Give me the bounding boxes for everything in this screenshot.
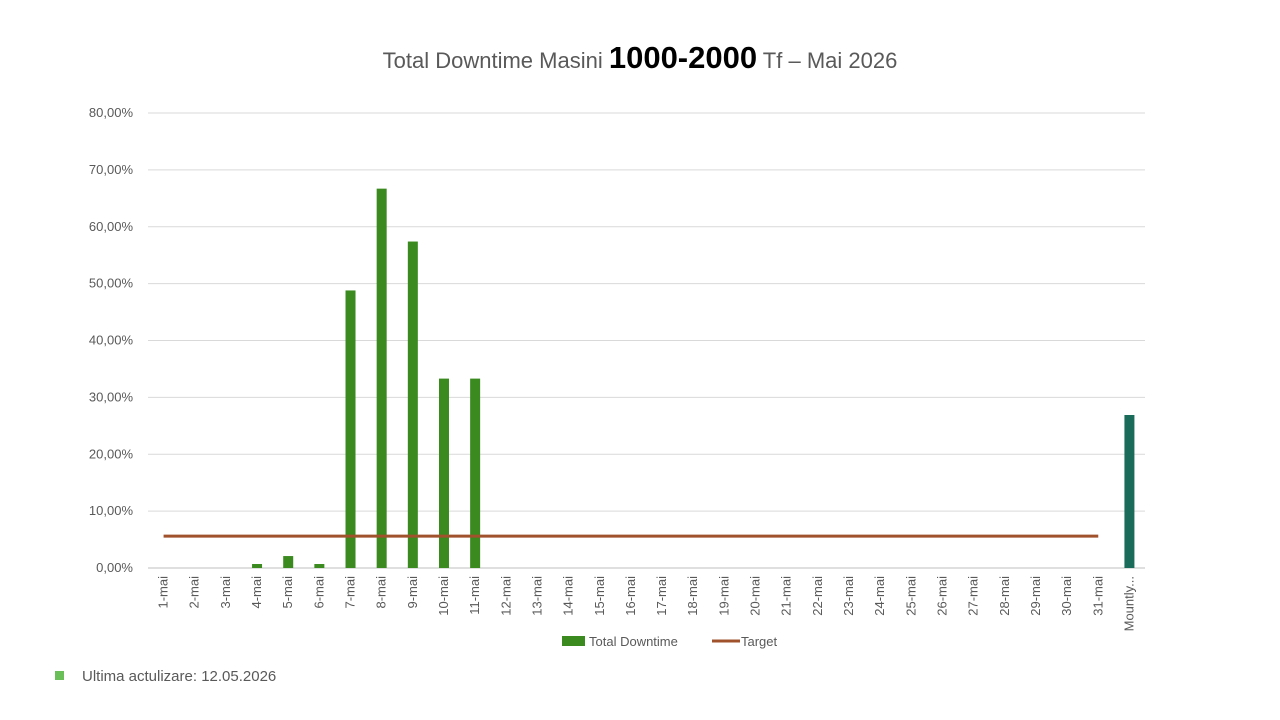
x-tick-label: 1-mai bbox=[156, 576, 171, 609]
chart-title: Total Downtime Masini 1000-2000 Tf – Mai… bbox=[0, 40, 1280, 76]
x-tick-label: 9-mai bbox=[405, 576, 420, 609]
y-tick-label: 60,00% bbox=[89, 219, 134, 234]
y-tick-label: 50,00% bbox=[89, 276, 134, 291]
x-tick-label: 25-mai bbox=[903, 576, 918, 616]
gridlines bbox=[148, 112, 1145, 569]
legend-swatch-total-downtime bbox=[562, 636, 585, 646]
bar bbox=[376, 188, 387, 569]
x-tick-label: 21-mai bbox=[779, 576, 794, 616]
x-tick-label: 30-mai bbox=[1059, 576, 1074, 616]
y-tick-label: 10,00% bbox=[89, 503, 134, 518]
x-tick-label: 31-mai bbox=[1090, 576, 1105, 616]
y-tick-label: 40,00% bbox=[89, 333, 134, 348]
x-tick-label: 29-mai bbox=[1028, 576, 1043, 616]
title-part-3: Tf – Mai 2026 bbox=[757, 48, 898, 73]
x-tick-label: 27-mai bbox=[966, 576, 981, 616]
legend: Total Downtime Target bbox=[562, 634, 778, 649]
bar bbox=[345, 290, 356, 568]
x-tick-label: 24-mai bbox=[872, 576, 887, 616]
x-tick-label: 10-mai bbox=[436, 576, 451, 616]
x-tick-label: 2-mai bbox=[187, 576, 202, 609]
x-tick-label: 14-mai bbox=[561, 576, 576, 616]
downtime-chart: 0,00% 10,00% 20,00% 30,00% 40,00% 50,00% 60,00… bbox=[89, 105, 1145, 649]
x-tick-label: 23-mai bbox=[841, 576, 856, 616]
bar bbox=[1124, 415, 1135, 568]
y-axis: 0,00% 10,00% 20,00% 30,00% 40,00% 50,00% 60,00… bbox=[89, 105, 134, 575]
bar bbox=[252, 564, 263, 568]
x-tick-label: 19-mai bbox=[716, 576, 731, 616]
bar bbox=[407, 241, 418, 568]
bar-series bbox=[252, 188, 1135, 569]
x-tick-label: 18-mai bbox=[685, 576, 700, 616]
y-tick-label: 0,00% bbox=[96, 560, 133, 575]
x-tick-label: 4-mai bbox=[249, 576, 264, 609]
x-tick-label: 11-mai bbox=[467, 576, 482, 615]
x-tick-label: 15-mai bbox=[592, 576, 607, 616]
y-tick-label: 70,00% bbox=[89, 162, 134, 177]
bar bbox=[283, 556, 294, 568]
bar bbox=[470, 378, 481, 568]
x-tick-label: 7-mai bbox=[343, 576, 358, 609]
y-tick-label: 80,00% bbox=[89, 105, 134, 120]
footer-bullet bbox=[55, 671, 64, 680]
footer-text: Ultima actulizare: 12.05.2026 bbox=[82, 668, 277, 685]
x-tick-label: 20-mai bbox=[748, 576, 763, 616]
footer-note: Ultima actulizare: 12.05.2026 bbox=[55, 668, 276, 685]
x-tick-label: Mountly... bbox=[1121, 576, 1136, 631]
x-tick-label: 17-mai bbox=[654, 576, 669, 616]
legend-label-total-downtime: Total Downtime bbox=[589, 634, 678, 649]
x-tick-label: 16-mai bbox=[623, 576, 638, 616]
bar bbox=[438, 378, 449, 568]
title-part-2: 1000-2000 bbox=[608, 40, 758, 75]
bar bbox=[314, 564, 325, 568]
y-tick-label: 30,00% bbox=[89, 389, 134, 404]
x-tick-label: 6-mai bbox=[311, 576, 326, 609]
title-part-1: Total Downtime Masini bbox=[382, 48, 609, 73]
x-tick-label: 5-mai bbox=[280, 576, 295, 609]
x-tick-label: 8-mai bbox=[374, 576, 389, 609]
x-tick-label: 28-mai bbox=[997, 576, 1012, 616]
x-tick-label: 13-mai bbox=[529, 576, 544, 616]
x-tick-label: 12-mai bbox=[498, 576, 513, 616]
x-tick-label: 26-mai bbox=[934, 576, 949, 616]
x-tick-label: 3-mai bbox=[218, 576, 233, 609]
y-tick-label: 20,00% bbox=[89, 446, 134, 461]
x-axis: 1-mai 2-mai 3-mai 4-mai 5-mai 6-mai 7-mai 8-mai… bbox=[156, 576, 1137, 631]
legend-label-target: Target bbox=[741, 634, 778, 649]
x-tick-label: 22-mai bbox=[810, 576, 825, 616]
